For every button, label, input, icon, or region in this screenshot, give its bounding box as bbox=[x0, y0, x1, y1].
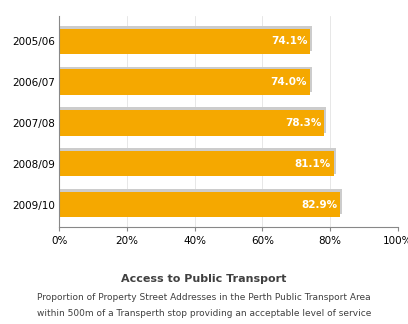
Bar bbox=[59, 151, 334, 176]
Bar bbox=[59, 26, 312, 51]
Text: 81.1%: 81.1% bbox=[295, 159, 331, 169]
Text: 74.0%: 74.0% bbox=[271, 77, 307, 87]
Bar bbox=[59, 148, 336, 174]
Bar bbox=[59, 67, 312, 92]
Bar bbox=[59, 29, 310, 54]
Text: Proportion of Property Street Addresses in the Perth Public Transport Area: Proportion of Property Street Addresses … bbox=[37, 293, 371, 302]
Bar bbox=[59, 69, 310, 95]
Bar bbox=[59, 192, 340, 217]
Text: within 500m of a Transperth stop providing an acceptable level of service: within 500m of a Transperth stop providi… bbox=[37, 309, 371, 318]
Bar bbox=[59, 110, 324, 135]
Text: 74.1%: 74.1% bbox=[271, 36, 307, 46]
Text: 82.9%: 82.9% bbox=[301, 200, 337, 210]
Text: Access to Public Transport: Access to Public Transport bbox=[121, 274, 287, 284]
Bar bbox=[59, 189, 342, 214]
Bar bbox=[59, 108, 326, 133]
Text: 78.3%: 78.3% bbox=[285, 118, 322, 128]
